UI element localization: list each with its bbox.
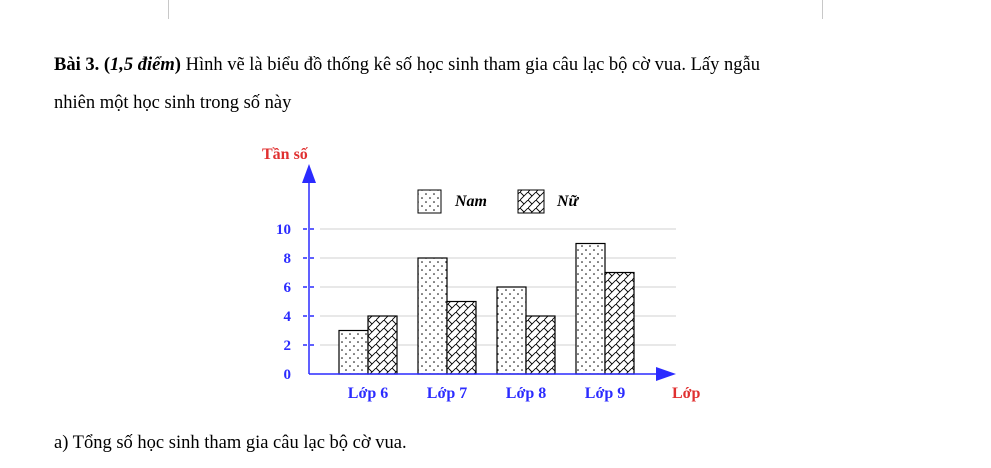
question-a: a) Tổng số học sinh tham gia câu lạc bộ … (54, 433, 407, 453)
problem-intro: Hình vẽ là biểu đồ thống kê số học sinh … (185, 55, 760, 75)
x-tick-label: Lớp 7 (427, 385, 467, 402)
page-margin-marker-left (168, 0, 169, 19)
y-tick-label: 2 (284, 338, 292, 354)
problem-line-1: Bài 3. (1,5 điểm) Hình vẽ là biểu đồ thố… (54, 55, 760, 75)
y-tick-label: 4 (284, 309, 292, 325)
legend-swatch-nam (417, 189, 442, 214)
legend-label-nu: Nữ (556, 193, 580, 210)
bar-crosshatch-1 (367, 315, 398, 375)
bar-crosshatch-4 (604, 271, 635, 375)
x-tick-label: Lớp 8 (506, 385, 546, 402)
x-axis-arrow-icon (656, 367, 676, 381)
legend-swatch-nu (517, 189, 545, 214)
y-tick-label: 0 (284, 367, 292, 383)
page-margin-marker-right (822, 0, 823, 19)
bar-dots-2 (417, 257, 448, 375)
x-tick-label: Lớp 9 (585, 385, 625, 402)
problem-label: Bài 3. (54, 55, 100, 75)
x-tick-label: Lớp 6 (348, 385, 388, 402)
bar-crosshatch-3 (525, 315, 556, 375)
legend-label-nam: Nam (454, 193, 487, 210)
bar-dots-3 (496, 286, 527, 375)
y-tick-label: 10 (276, 222, 291, 238)
x-axis-label: Lớp (672, 385, 701, 402)
bar-dots-4 (575, 242, 606, 375)
problem-line-2: nhiên một học sinh trong số này (54, 93, 292, 113)
y-axis-label: Tần số (262, 146, 309, 163)
bar-dots-1 (338, 329, 369, 375)
y-tick-label: 8 (284, 251, 292, 267)
y-tick-label: 6 (284, 280, 292, 296)
y-axis-arrow-icon (302, 164, 316, 183)
problem-points: 1,5 điểm (110, 55, 175, 75)
bar-crosshatch-2 (446, 300, 477, 375)
